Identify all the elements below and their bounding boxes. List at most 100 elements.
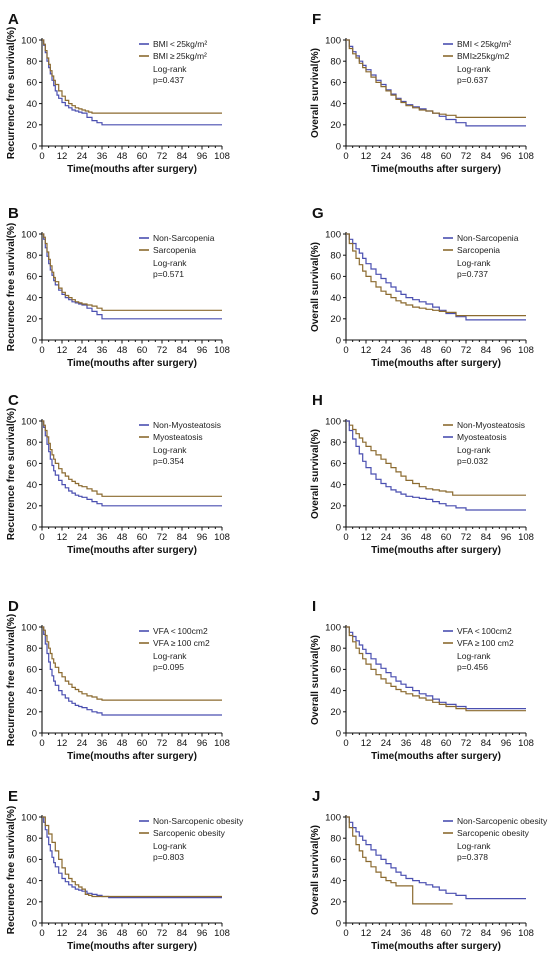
y-tick-label: 20 bbox=[330, 120, 341, 131]
y-tick-label: 0 bbox=[32, 918, 37, 929]
x-tick-label: 60 bbox=[137, 532, 148, 543]
panel-letter: F bbox=[312, 11, 321, 28]
y-axis-label: Overall survival(%) bbox=[310, 48, 321, 138]
x-tick-label: 24 bbox=[77, 345, 88, 356]
y-tick-label: 20 bbox=[26, 707, 37, 718]
x-tick-label: 84 bbox=[481, 738, 492, 749]
y-tick-label: 100 bbox=[21, 812, 37, 823]
km-panel-e: E 0 20 40 60 80 100 0 12 24 36 48 60 72 84 96 108 Time(mo… bbox=[6, 788, 244, 952]
x-tick-label: 108 bbox=[518, 532, 534, 543]
x-tick-label: 36 bbox=[97, 532, 108, 543]
y-tick-label: 100 bbox=[21, 622, 37, 633]
stat-test-label: Log-rank bbox=[457, 64, 491, 74]
x-tick-label: 84 bbox=[481, 345, 492, 356]
legend-label: Sarcopenic obesity bbox=[457, 828, 530, 838]
y-tick-label: 80 bbox=[26, 57, 37, 68]
km-series-line bbox=[346, 626, 526, 710]
x-tick-label: 36 bbox=[97, 928, 108, 939]
x-tick-label: 96 bbox=[197, 532, 208, 543]
x-tick-label: 72 bbox=[157, 532, 168, 543]
x-tick-label: 96 bbox=[197, 738, 208, 749]
x-tick-label: 24 bbox=[77, 928, 88, 939]
x-tick-label: 60 bbox=[137, 345, 148, 356]
x-tick-label: 36 bbox=[401, 151, 412, 162]
y-tick-label: 100 bbox=[21, 416, 37, 427]
x-tick-label: 12 bbox=[57, 928, 68, 939]
y-tick-label: 80 bbox=[330, 834, 341, 845]
legend-label: Non-Sarcopenic obesity bbox=[457, 816, 548, 826]
y-axis-label: Recurrence free survival(%) bbox=[6, 408, 17, 540]
x-axis-label: Time(mouths after surgery) bbox=[67, 545, 197, 556]
x-tick-label: 72 bbox=[461, 151, 472, 162]
y-tick-label: 0 bbox=[32, 335, 37, 346]
x-tick-label: 84 bbox=[177, 738, 188, 749]
km-series-line bbox=[346, 39, 526, 118]
y-tick-label: 80 bbox=[26, 438, 37, 449]
x-tick-label: 60 bbox=[137, 151, 148, 162]
y-tick-label: 20 bbox=[330, 707, 341, 718]
x-tick-label: 24 bbox=[381, 738, 392, 749]
x-tick-label: 60 bbox=[441, 928, 452, 939]
y-tick-label: 100 bbox=[325, 812, 341, 823]
stat-p-value: p=0.354 bbox=[153, 456, 184, 466]
x-tick-label: 60 bbox=[137, 928, 148, 939]
x-axis-label: Time(mouths after surgery) bbox=[67, 164, 197, 175]
legend-label: BMI < 25kg/m² bbox=[153, 39, 207, 49]
km-series-line bbox=[346, 233, 526, 321]
legend-label: Non-Myosteatosis bbox=[457, 420, 525, 430]
legend-label: VFA ≥ 100 cm2 bbox=[153, 638, 210, 648]
stat-test-label: Log-rank bbox=[153, 258, 187, 268]
x-tick-label: 96 bbox=[197, 928, 208, 939]
x-tick-label: 12 bbox=[361, 928, 372, 939]
x-tick-label: 24 bbox=[77, 151, 88, 162]
x-tick-label: 60 bbox=[137, 738, 148, 749]
y-axis-label: Recurrence free survival(%) bbox=[6, 27, 17, 159]
x-tick-label: 72 bbox=[157, 151, 168, 162]
legend-label: Non-Sarcopenia bbox=[153, 233, 215, 243]
x-tick-label: 36 bbox=[97, 345, 108, 356]
y-tick-label: 0 bbox=[336, 522, 341, 533]
x-axis-label: Time(mouths after surgery) bbox=[371, 941, 501, 952]
y-tick-label: 60 bbox=[26, 78, 37, 89]
x-tick-label: 48 bbox=[421, 928, 432, 939]
legend-label: Myosteatosis bbox=[457, 432, 507, 442]
km-series-line bbox=[42, 233, 222, 311]
stat-p-value: p=0.437 bbox=[153, 75, 184, 85]
x-tick-label: 108 bbox=[518, 928, 534, 939]
y-axis-label: Recurence free survival(%) bbox=[6, 223, 17, 351]
legend-label: BMI ≥ 25kg/m² bbox=[153, 51, 207, 61]
x-tick-label: 60 bbox=[441, 532, 452, 543]
x-tick-label: 0 bbox=[39, 532, 44, 543]
x-tick-label: 12 bbox=[361, 345, 372, 356]
x-tick-label: 108 bbox=[214, 738, 230, 749]
y-tick-label: 60 bbox=[330, 272, 341, 283]
y-tick-label: 80 bbox=[26, 251, 37, 262]
x-tick-label: 84 bbox=[481, 928, 492, 939]
y-tick-label: 20 bbox=[26, 120, 37, 131]
x-tick-label: 12 bbox=[361, 738, 372, 749]
y-tick-label: 0 bbox=[336, 728, 341, 739]
legend-label: VFA < 100cm2 bbox=[153, 626, 208, 636]
x-axis-label: Time(mouths after surgery) bbox=[371, 751, 501, 762]
y-tick-label: 40 bbox=[330, 99, 341, 110]
x-tick-label: 48 bbox=[117, 738, 128, 749]
y-tick-label: 80 bbox=[330, 57, 341, 68]
y-tick-label: 100 bbox=[325, 622, 341, 633]
y-tick-label: 20 bbox=[26, 314, 37, 325]
x-tick-label: 84 bbox=[177, 151, 188, 162]
x-tick-label: 24 bbox=[381, 532, 392, 543]
stat-p-value: p=0.637 bbox=[457, 75, 488, 85]
legend-label: Non-Sarcopenia bbox=[457, 233, 519, 243]
km-series-line bbox=[346, 816, 453, 905]
y-tick-label: 60 bbox=[26, 459, 37, 470]
x-tick-label: 24 bbox=[381, 928, 392, 939]
panel-letter: I bbox=[312, 598, 316, 615]
y-tick-label: 20 bbox=[26, 501, 37, 512]
km-panel-c: C 0 20 40 60 80 100 0 12 24 36 48 60 72 84 96 108 Time(mo… bbox=[6, 392, 230, 556]
x-tick-label: 84 bbox=[177, 532, 188, 543]
y-tick-label: 100 bbox=[21, 35, 37, 46]
km-panel-i: I 0 20 40 60 80 100 0 12 24 36 48 60 72 84 96 108 Time(mo… bbox=[310, 598, 534, 762]
stat-test-label: Log-rank bbox=[153, 651, 187, 661]
y-tick-label: 60 bbox=[330, 665, 341, 676]
panel-letter: J bbox=[312, 788, 320, 805]
